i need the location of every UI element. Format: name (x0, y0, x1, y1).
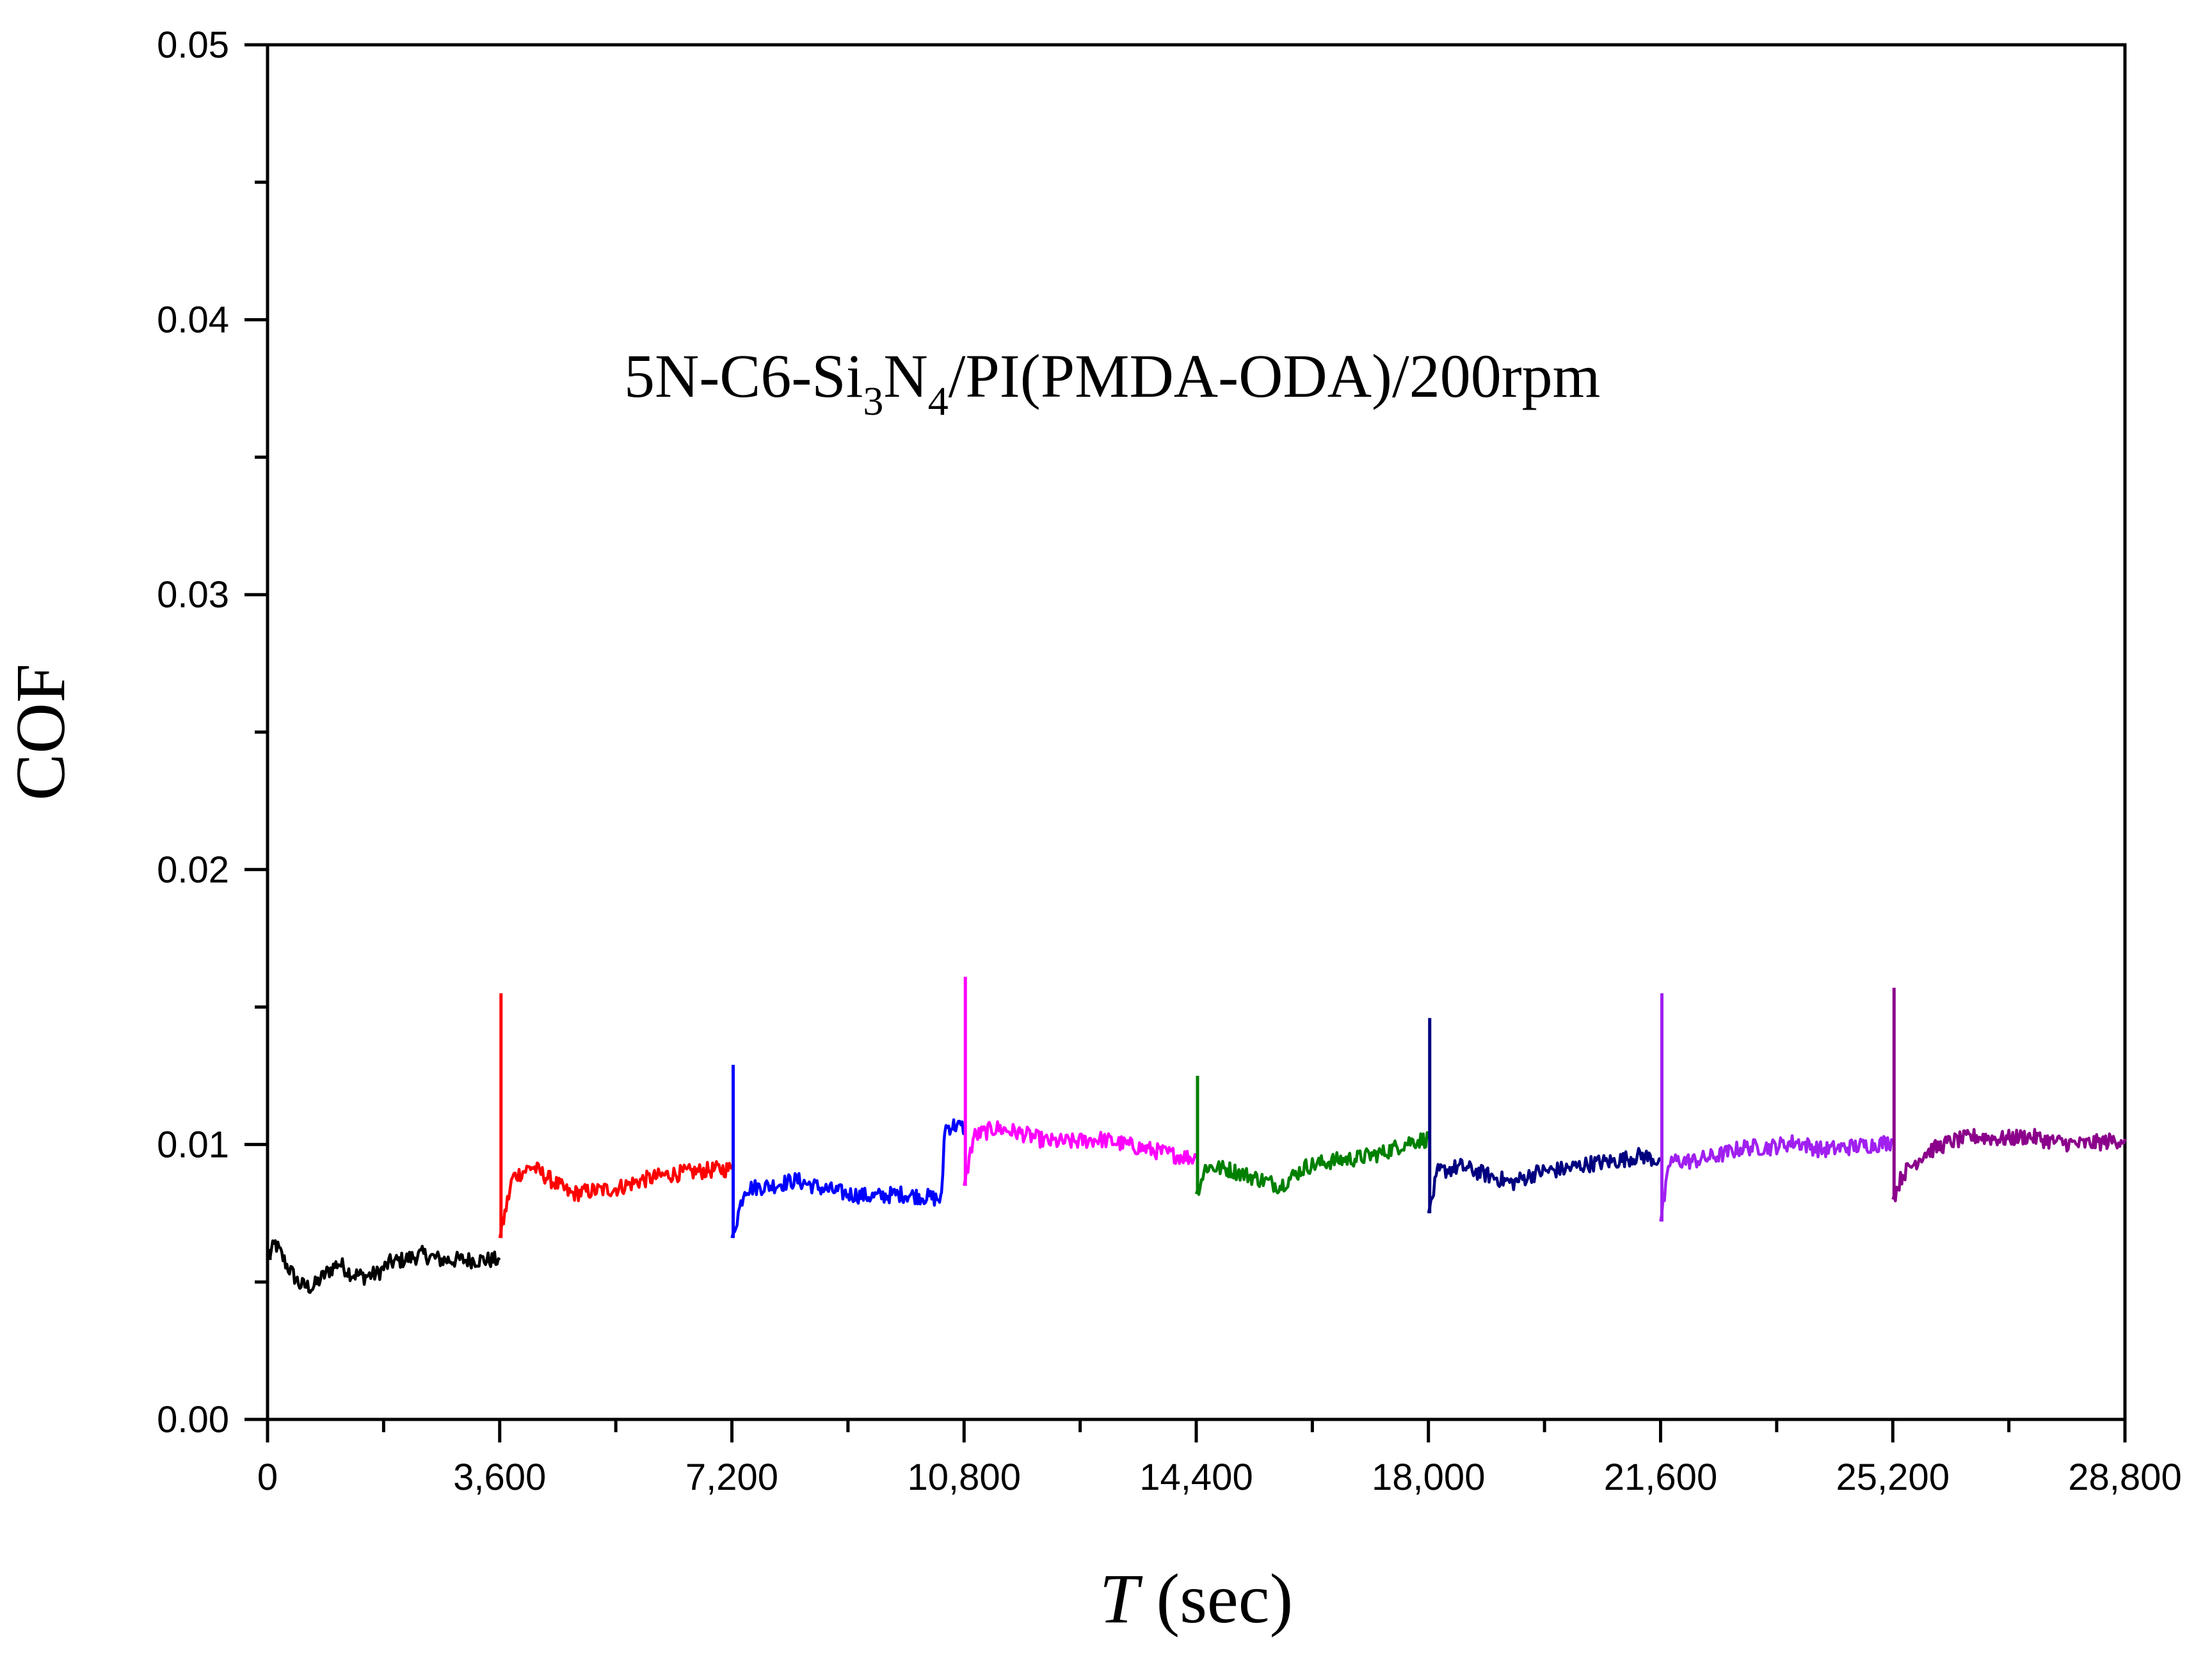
x-tick-label: 28,800 (2068, 1457, 2181, 1498)
y-tick-label: 0.03 (157, 574, 229, 616)
series-line-6 (1427, 1147, 1662, 1214)
series-line-1 (266, 1239, 501, 1294)
series-4 (963, 977, 1198, 1186)
series-3 (730, 1064, 966, 1239)
x-tick-label: 14,400 (1139, 1457, 1253, 1498)
x-tick-label: 21,600 (1604, 1457, 1717, 1498)
x-tick-label: 25,200 (1836, 1457, 1950, 1498)
series-line-7 (1659, 1134, 1895, 1222)
series-1 (266, 1239, 501, 1294)
series-8 (1891, 987, 2127, 1202)
y-axis-title: COF (1, 664, 79, 801)
series-5 (1194, 1076, 1431, 1196)
x-tick-label: 3,600 (453, 1457, 546, 1498)
y-tick-label: 0.04 (157, 299, 229, 341)
series-layer (266, 977, 2127, 1294)
series-line-5 (1194, 1131, 1431, 1196)
x-tick-label: 7,200 (685, 1457, 778, 1498)
annotation-suffix: /PI(PMDA-ODA)/200rpm (949, 342, 1601, 410)
y-tick-label: 0.00 (157, 1399, 229, 1441)
y-tick-label: 0.05 (157, 24, 229, 66)
annotation-label: 5N-C6-Si3N4/PI(PMDA-ODA)/200rpm (624, 342, 1600, 424)
x-tick-label: 0 (257, 1457, 278, 1498)
x-axis-title-rest: (sec) (1139, 1560, 1293, 1638)
plot-frame (266, 43, 2127, 1421)
series-7 (1659, 993, 1895, 1222)
y-tick-label: 0.01 (157, 1124, 229, 1165)
x-tick-label: 10,800 (908, 1457, 1021, 1498)
series-line-2 (498, 1160, 733, 1238)
annotation-sub2: 4 (928, 378, 949, 424)
annotation-prefix: 5N-C6-Si (624, 342, 863, 410)
x-axis-ticks: 0 3,600 7,200 10,800 14,400 18,000 21,600 25,20… (257, 1419, 2182, 1498)
series-2 (498, 993, 733, 1238)
x-tick-label: 18,000 (1372, 1457, 1485, 1498)
y-tick-label: 0.02 (157, 849, 229, 891)
series-6 (1427, 1018, 1662, 1214)
annotation-mid: N (883, 342, 927, 410)
x-axis-title: T (sec) (1100, 1560, 1293, 1638)
series-line-8 (1891, 1128, 2127, 1202)
series-line-4 (963, 1120, 1198, 1186)
series-line-3 (730, 1118, 966, 1239)
x-axis-title-italic: T (1100, 1560, 1143, 1638)
y-axis-ticks: 0.00 0.01 0.02 0.03 0.04 0.05 (157, 24, 268, 1441)
annotation-sub1: 3 (863, 378, 883, 424)
